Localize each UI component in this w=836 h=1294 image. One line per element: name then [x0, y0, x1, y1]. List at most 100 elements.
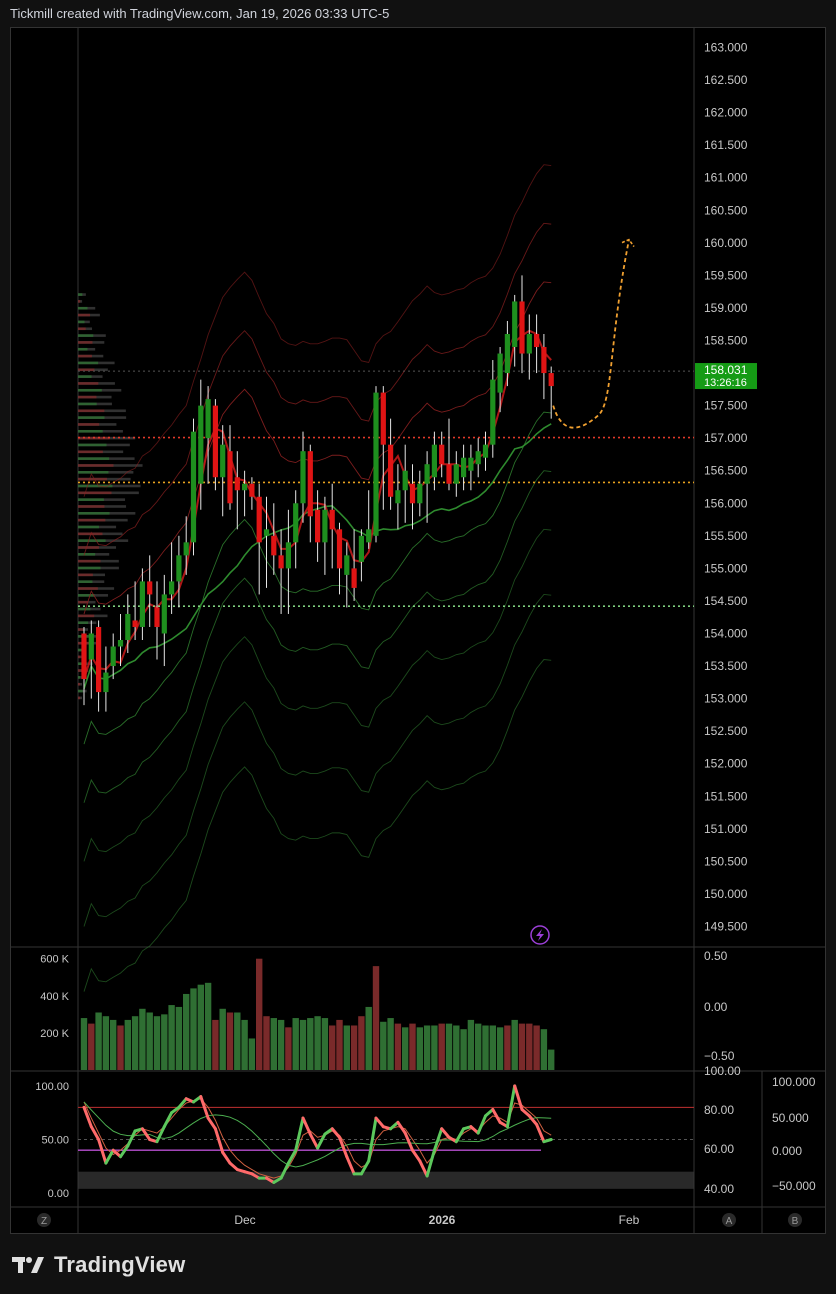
price-tick-label: 159.500: [704, 268, 748, 282]
volume-bar: [402, 1027, 409, 1070]
oscillator-segment: [294, 1116, 305, 1152]
volume-bar: [460, 1029, 467, 1070]
volume-bar: [270, 1018, 277, 1070]
candle-up: [161, 594, 167, 634]
volume-bar: [540, 1029, 548, 1070]
main-price-pane[interactable]: [78, 164, 694, 992]
oscillator-segment: [286, 1148, 298, 1165]
price-tick-label: 154.500: [704, 594, 748, 608]
time-tick-label: 2026: [429, 1213, 456, 1227]
volume-profile-bar: [78, 580, 93, 583]
price-tick-label: 156.000: [704, 496, 748, 510]
volume-bar: [110, 1019, 117, 1070]
price-tick-label: 157.500: [704, 399, 748, 413]
price-tick-label: 162.000: [704, 106, 748, 120]
candle-down: [256, 496, 262, 543]
candle-up: [139, 581, 145, 627]
candle-up: [424, 464, 430, 484]
volume-bar: [197, 984, 204, 1070]
volume-profile-bar: [78, 347, 88, 351]
osc-left-tick-label: 100.00: [35, 1081, 69, 1093]
candle-up: [461, 457, 467, 478]
volume-profile-bar: [78, 525, 99, 529]
price-tick-label: 150.000: [704, 887, 748, 901]
volume-bar: [307, 1018, 314, 1070]
auto-scale-button[interactable]: [722, 1213, 736, 1227]
volume-bar: [453, 1025, 460, 1070]
b-button-label: B: [792, 1216, 799, 1227]
countdown-label: 13:26:16: [704, 377, 747, 389]
osc-mid-tick-label: 40.00: [704, 1182, 734, 1196]
candle-up: [263, 529, 270, 536]
candle-down: [227, 451, 233, 504]
candle-up: [468, 457, 474, 471]
volume-profile-bar: [78, 341, 93, 344]
oscillator-segment: [170, 1105, 181, 1115]
volume-profile-bar: [78, 471, 109, 474]
volume-bar: [431, 1025, 438, 1070]
volume-profile-bar: [78, 306, 88, 310]
candle-up: [453, 464, 459, 484]
volume-profile-bar: [78, 621, 89, 624]
oscillator-segment: [206, 1116, 217, 1131]
candle-up: [300, 451, 306, 504]
price-tick-label: 153.000: [704, 692, 748, 706]
price-tick-label: 154.000: [704, 626, 748, 640]
volume-profile-bar: [78, 293, 83, 296]
volume-bar: [548, 1049, 555, 1070]
volume-profile-bar: [78, 573, 93, 577]
volume-bar: [438, 1023, 445, 1070]
price-tick-label: 150.500: [704, 854, 748, 868]
oscillator-segment: [491, 1107, 502, 1124]
volume-bar: [380, 1021, 387, 1070]
volume-profile-bar: [78, 423, 100, 426]
candle-up: [176, 555, 182, 582]
candle-up: [88, 633, 94, 660]
volume-pane[interactable]: [80, 958, 555, 1070]
volume-profile-bar: [78, 354, 92, 358]
last-price-label: 158.031: [704, 363, 748, 377]
oscillator-pane[interactable]: [78, 1084, 694, 1189]
candle-up: [125, 613, 131, 640]
oscillator-segment: [535, 1122, 546, 1144]
oscillator-segment: [389, 1120, 400, 1131]
oscillator-segment: [418, 1159, 429, 1178]
oscillator-segment: [126, 1129, 137, 1148]
volume-bar: [416, 1027, 423, 1070]
upper-band-line: [83, 281, 552, 615]
volume-profile-bar: [78, 696, 81, 700]
osc-left-tick-label: 50.00: [41, 1135, 69, 1147]
b-button[interactable]: [788, 1213, 802, 1227]
volume-bar: [153, 1016, 161, 1070]
volume-right-tick-label: −0.50: [704, 1049, 735, 1063]
candle-down: [315, 509, 321, 543]
volume-bar: [212, 1019, 219, 1070]
candle-down: [329, 509, 335, 530]
signal-line: [83, 1098, 552, 1179]
candle-down: [278, 555, 284, 569]
volume-bar: [292, 1018, 299, 1070]
flash-icon[interactable]: [530, 925, 550, 945]
volume-profile-bar: [78, 368, 95, 372]
price-tick-label: 161.500: [704, 138, 748, 152]
oscillator-segment: [411, 1148, 422, 1163]
price-tick-label: 162.500: [704, 73, 748, 87]
volume-bar: [183, 993, 190, 1070]
oscillator-segment: [484, 1107, 495, 1118]
volume-profile-bar: [78, 491, 112, 495]
volume-bar: [321, 1018, 329, 1070]
volume-tick-label: 600 K: [40, 954, 69, 966]
auto-scale-label: A: [726, 1216, 733, 1227]
candle-down: [446, 464, 452, 484]
chart-canvas[interactable]: 163.000 162.500 162.000 161.500 161.000 160.5…: [11, 28, 825, 1233]
volume-profile-bar: [78, 594, 95, 597]
price-tick-label: 160.000: [704, 236, 748, 250]
z-button[interactable]: [37, 1213, 51, 1227]
chart-frame[interactable]: 163.000 162.500 162.000 161.500 161.000 160.5…: [10, 27, 826, 1234]
volume-bar: [80, 1018, 88, 1070]
volume-profile-bar: [78, 320, 85, 324]
candle-up: [475, 451, 481, 465]
candle-down: [147, 581, 153, 595]
candle-up: [497, 353, 503, 393]
volume-bar: [518, 1023, 526, 1070]
